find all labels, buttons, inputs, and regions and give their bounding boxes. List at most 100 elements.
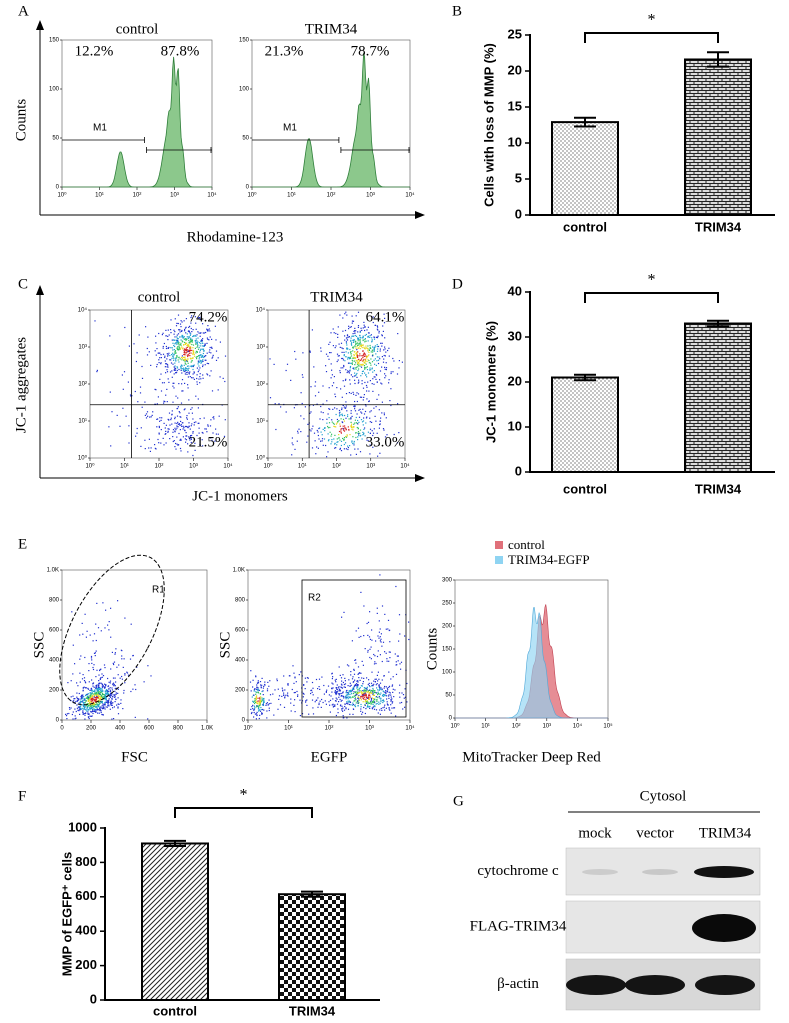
scatter-dot [351,429,352,430]
scatter-dot [84,677,85,678]
scatter-dot [329,422,330,423]
scatter-dot [359,637,360,638]
scatter-dot [156,419,157,420]
scatter-dot [111,687,112,688]
scatter-dot [349,379,350,380]
scatter-dot [377,456,378,457]
significance-star: * [648,272,656,289]
scatter-dot [123,692,124,693]
scatter-dot [365,705,366,706]
scatter-dot [327,426,328,427]
scatter-dot [181,368,182,369]
scatter-dot [395,715,396,716]
scatter-dot [368,372,369,373]
scatter-dot [389,707,390,708]
scatter-dot [340,372,341,373]
scatter-dot [178,315,179,316]
scatter-dot [196,329,197,330]
scatter-dot [361,330,362,331]
scatter-dot [330,443,331,444]
scatter-dot [399,692,400,693]
scatter-dot [334,692,335,693]
scatter-dot [166,442,167,443]
scatter-dot [195,396,196,397]
scatter-dot [377,656,378,657]
scatter-dot [195,348,196,349]
scatter-dot [399,702,400,703]
scatter-dot [297,441,298,442]
scatter-dot [371,683,372,684]
scatter-dot [287,693,288,694]
scatter-dot [341,347,342,348]
scatter-dot [381,710,382,711]
scatter-dot [353,342,354,343]
scatter-dot [340,431,341,432]
scatter-dot [367,336,368,337]
scatter-dot [101,630,102,631]
scatter-dot [98,685,99,686]
scatter-dot [371,337,372,338]
scatter-dot [329,427,330,428]
scatter-dot [330,332,331,333]
scatter-dot [329,387,330,388]
scatter-dot [92,667,93,668]
scatter-dot [386,362,387,363]
scatter-dot [68,713,69,714]
scatter-dot [346,351,347,352]
scatter-dot [209,349,210,350]
scatter-dot [94,696,95,697]
scatter-dot [96,670,97,671]
scatter-dot [330,712,331,713]
scatter-dot [174,336,175,337]
scatter-dot [363,707,364,708]
scatter-dot [344,448,345,449]
scatter-dot [328,440,329,441]
scatter-dot [178,359,179,360]
scatter-dot [317,707,318,708]
scatter-dot [377,675,378,676]
scatter-dot [354,333,355,334]
scatter-dot [354,380,355,381]
scatter-dot [352,316,353,317]
scatter-dot [350,383,351,384]
scatter-dot [389,641,390,642]
scatter-dot [361,677,362,678]
scatter-dot [177,422,178,423]
scatter-dot [211,347,212,348]
scatter-dot [333,382,334,383]
scatter-dot [370,369,371,370]
scatter-dot [390,699,391,700]
scatter-dot [353,688,354,689]
scatter-dot [90,693,91,694]
y-axis-label: MMP of EGFP⁺ cells [59,852,74,976]
scatter-dot [396,664,397,665]
bar [552,378,618,473]
scatter-dot [194,365,195,366]
scatter-dot [83,713,84,714]
scatter-dot [156,366,157,367]
scatter-dot [195,341,196,342]
scatter-dot [156,355,157,356]
scatter-dot [81,695,82,696]
scatter-dot [302,377,303,378]
scatter-dot [192,354,193,355]
scatter-dot [348,363,349,364]
scatter-dot [185,332,186,333]
scatter-dot [322,440,323,441]
scatter-dot [375,353,376,354]
scatter-dot [128,442,129,443]
histogram [455,608,608,719]
scatter-dot [364,427,365,428]
y-tick-label: 0 [242,718,246,724]
scatter-dot [339,690,340,691]
scatter-dot [135,436,136,437]
scatter-dot [380,654,381,655]
scatter-dot [357,351,358,352]
scatter-dot [360,341,361,342]
scatter-dot [374,655,375,656]
scatter-dot [163,403,164,404]
scatter-dot [379,686,380,687]
scatter-dot [113,718,114,719]
scatter-dot [181,383,182,384]
scatter-dot [373,684,374,685]
